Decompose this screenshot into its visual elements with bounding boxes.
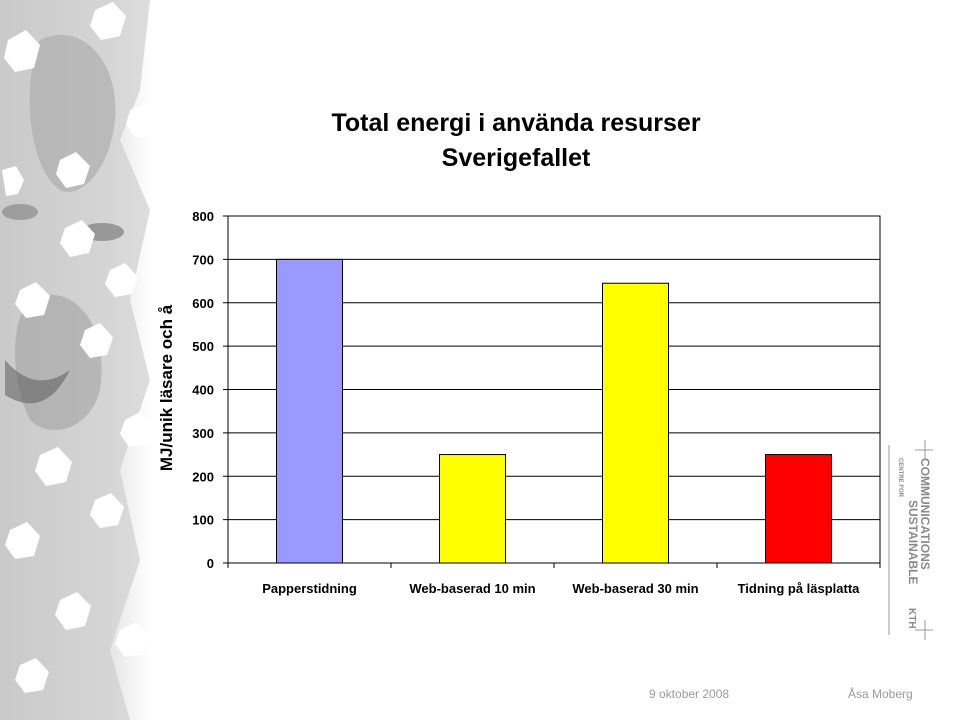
logo-text-sustainable: SUSTAINABLE	[906, 500, 920, 584]
y-tick-label: 800	[192, 209, 214, 224]
x-category-label: Tidning på läsplatta	[738, 581, 861, 596]
footer-author: Åsa Moberg	[848, 687, 913, 701]
bars	[276, 258, 832, 564]
x-category-label: Web-baserad 30 min	[572, 581, 698, 596]
y-tick-label: 200	[192, 469, 214, 484]
logo-text-kth: KTH	[906, 608, 917, 629]
y-tick-label: 700	[192, 252, 214, 267]
y-axis-ticks: 0 100 200 300 400 500 600 700 800	[192, 209, 228, 571]
y-tick-label: 100	[192, 513, 214, 528]
y-tick-label: 600	[192, 296, 214, 311]
logo-text-centre-for: CENTRE FOR	[897, 458, 903, 498]
bar-2	[602, 282, 669, 564]
footer-date: 9 oktober 2008	[649, 687, 730, 701]
kth-centre-logo: CENTRE FOR SUSTAINABLE COMMUNICATIONS KT…	[888, 440, 933, 640]
x-category-label: Web-baserad 10 min	[409, 581, 535, 596]
y-tick-label: 400	[192, 383, 214, 398]
y-tick-label: 300	[192, 426, 214, 441]
y-tick-label: 500	[192, 339, 214, 354]
y-tick-label: 0	[207, 556, 214, 571]
bar-0	[276, 258, 343, 564]
decorative-photo-collage	[0, 0, 156, 720]
x-category-label: Papperstidning	[262, 581, 357, 596]
x-axis-labels: Papperstidning Web-baserad 10 min Web-base…	[227, 563, 881, 596]
bar-1	[439, 454, 506, 564]
chart-title: Total energi i använda resurser	[331, 109, 700, 137]
y-axis-label: MJ/unik läsare och å	[157, 304, 176, 471]
bar-3	[765, 454, 832, 564]
logo-text-communications: COMMUNICATIONS	[918, 458, 932, 570]
chart-subtitle: Sverigefallet	[442, 144, 591, 172]
